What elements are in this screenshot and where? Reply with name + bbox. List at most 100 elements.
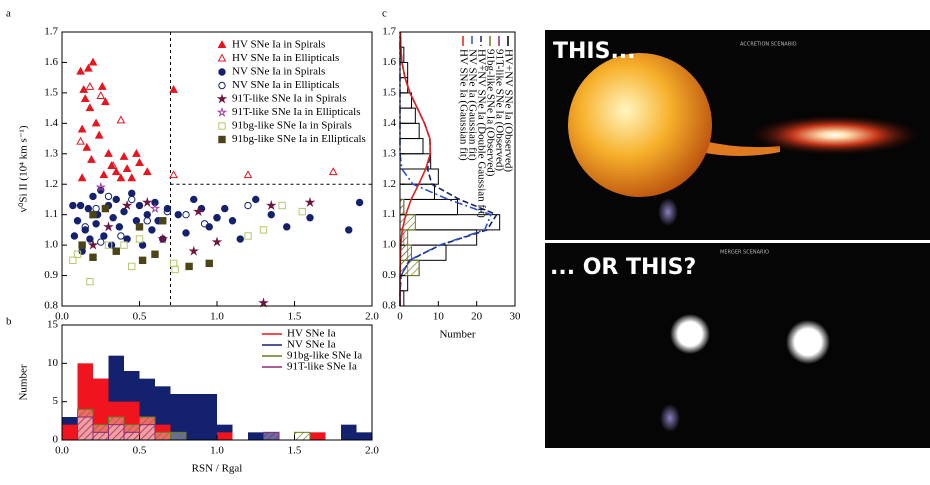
histogram-bar: [78, 417, 94, 440]
histogram-bar: [171, 432, 187, 440]
y-tick-label: 1.0: [44, 239, 58, 251]
y-tick-label: 0.8: [382, 300, 396, 312]
y-tick-label: 1.6: [382, 56, 396, 68]
data-point: [70, 202, 76, 208]
y-tick-label: 1.2: [44, 178, 58, 190]
y-tick-label: 10: [47, 357, 59, 369]
data-point: [346, 227, 352, 233]
x-tick-label: 0.0: [55, 445, 69, 457]
data-point: [129, 190, 135, 196]
data-point: [85, 65, 92, 71]
data-point: [90, 254, 96, 260]
histogram-bar: [93, 432, 109, 440]
x-tick-label: 0.5: [133, 311, 147, 323]
data-point: [110, 215, 116, 221]
x-tick-label: 1.5: [288, 311, 302, 323]
data-point: [74, 218, 80, 224]
data-point: [253, 196, 259, 202]
y-tick-label: 15: [47, 319, 59, 331]
data-point: [124, 165, 131, 171]
histogram-bar: [217, 432, 233, 440]
panel-label: a: [6, 8, 11, 20]
data-point: [183, 230, 189, 236]
data-point: [89, 59, 96, 65]
data-point: [170, 260, 176, 266]
legend-label: NV SNe Ia in Spirals: [232, 66, 325, 78]
data-point: [86, 104, 93, 110]
panel-label: c: [382, 8, 387, 20]
y-tick-label: 5: [53, 395, 59, 407]
data-point: [144, 199, 151, 206]
data-point: [170, 86, 177, 92]
y-axis-label: v⁰Si II (10⁴ km s⁻¹): [18, 125, 30, 212]
data-point: [191, 196, 197, 202]
y-tick-label: 1.0: [382, 239, 396, 251]
data-point: [160, 218, 166, 224]
y-tick-label: 1.4: [382, 117, 396, 129]
data-point: [117, 116, 124, 122]
data-point: [117, 174, 124, 180]
data-point: [99, 83, 106, 89]
data-point: [306, 199, 313, 206]
histogram-bar: [124, 432, 140, 440]
data-point: [98, 239, 104, 245]
legend-label: 91T-like SNe Ia in Spirals: [232, 93, 346, 105]
scenario-label: ACCRETION SCENARIO: [740, 42, 797, 48]
data-point: [93, 119, 100, 125]
histogram-bar: [109, 425, 125, 440]
histogram-bar: [357, 432, 373, 440]
y-tick-label: 1.3: [382, 147, 396, 159]
x-axis-label: Number: [439, 329, 475, 341]
y-tick-label: 0.9: [44, 269, 58, 281]
data-point: [90, 193, 96, 199]
data-point: [186, 263, 192, 269]
data-point: [268, 202, 275, 209]
data-point: [330, 168, 337, 174]
legend-marker: [219, 136, 225, 142]
glow: [660, 404, 680, 432]
data-point: [120, 153, 127, 159]
panel-label: b: [6, 316, 12, 328]
data-point: [136, 224, 142, 230]
caption: ... OR THIS?: [550, 255, 696, 280]
figure: THIS... ACCRETION SCENARIO ... OR THIS? …: [0, 0, 930, 485]
histogram-bar: [62, 425, 78, 440]
data-point: [113, 196, 119, 202]
data-point: [151, 205, 158, 212]
y-tick-label: 1.3: [44, 147, 58, 159]
data-point: [93, 221, 99, 227]
data-point: [105, 193, 111, 199]
y-tick-label: 1.7: [382, 26, 396, 38]
data-point: [105, 223, 112, 230]
y-tick-label: 1.5: [44, 86, 58, 98]
data-point: [87, 278, 93, 284]
data-point: [190, 247, 197, 254]
histogram-bar: [400, 93, 412, 108]
data-point: [87, 236, 93, 242]
data-point: [213, 238, 220, 245]
data-point: [124, 236, 130, 242]
data-point: [121, 208, 127, 214]
data-point: [102, 98, 109, 104]
data-point: [71, 233, 77, 239]
y-tick-label: 1.5: [382, 86, 396, 98]
data-point: [152, 251, 158, 257]
data-point: [284, 224, 290, 230]
data-point: [77, 68, 84, 74]
data-point: [183, 211, 189, 217]
histogram-bar: [248, 432, 264, 440]
data-point: [268, 211, 274, 217]
white-dwarf: [670, 314, 710, 354]
data-point: [77, 138, 84, 144]
data-point: [113, 168, 120, 174]
data-point: [144, 211, 150, 217]
data-point: [105, 150, 112, 156]
data-point: [144, 218, 150, 224]
data-point: [136, 236, 142, 242]
legend-label: 91bg-like SNe Ia in Spirals: [232, 120, 352, 132]
data-point: [144, 168, 151, 174]
glow: [658, 198, 678, 226]
data-point: [102, 205, 108, 211]
data-point: [118, 233, 124, 239]
white-dwarf: [786, 320, 830, 364]
